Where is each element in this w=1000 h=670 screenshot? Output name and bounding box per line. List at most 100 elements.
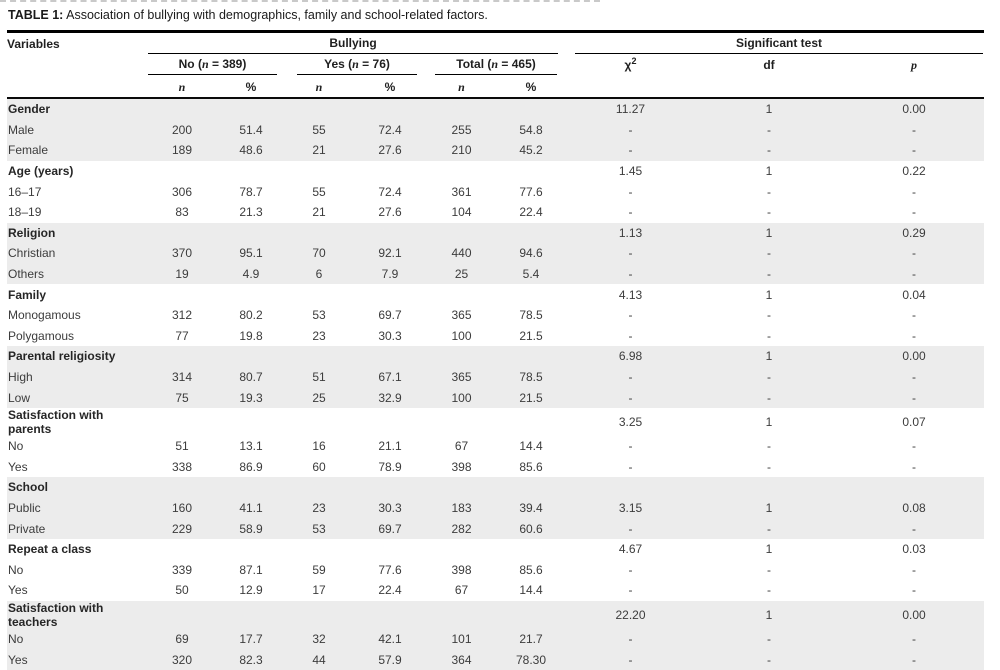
data-row: High 314 80.7 51 67.1 365 78.5- - - [7, 366, 984, 388]
cell-df: - [767, 562, 771, 577]
group-header-row: Satisfaction with parents 3.25 1 0.07 [7, 408, 984, 436]
variable-category-label: Monogamous [8, 308, 81, 323]
cell-total_n: 104 [451, 205, 472, 220]
cell-yes_n: 53 [286, 518, 352, 539]
cell-total_pct [495, 98, 567, 120]
cell-total_pct: 22.4 [519, 205, 543, 220]
cell-df: - [767, 583, 771, 598]
cell-df: - [694, 518, 844, 539]
cell-p: - [912, 439, 916, 454]
cell-no_pct [216, 284, 286, 305]
cell-df: - [767, 308, 771, 323]
cell-no_n: 314 [148, 366, 216, 388]
cell-no_pct [216, 98, 286, 120]
cell-no_pct [216, 408, 286, 436]
table-caption-text: Association of bullying with demographic… [63, 8, 488, 22]
cell-no_pct: 78.7 [239, 184, 263, 199]
cell-no_pct [216, 477, 286, 498]
cell-total_n: 100 [428, 387, 495, 408]
cell-total_n [428, 161, 495, 182]
cell-total_pct [495, 161, 567, 182]
variable-group-name: Parental religiosity [7, 346, 148, 367]
cell-df: - [694, 243, 844, 264]
variable-group-name: School [7, 477, 148, 498]
cell-total_pct [495, 600, 567, 629]
cell-total_pct: 39.4 [495, 497, 567, 519]
variable-group-name: Satisfaction with parents [8, 407, 104, 436]
cell-yes_pct: 69.7 [352, 518, 428, 539]
col-header-n: n [315, 79, 323, 94]
cell-chi2: - [567, 140, 694, 161]
cell-yes_n: 55 [286, 119, 352, 141]
cell-df: 1 [694, 600, 844, 629]
cell-chi2: 4.13 [618, 287, 643, 302]
cell-no_n [148, 222, 216, 244]
cell-yes_pct: 27.6 [378, 205, 402, 220]
cell-no_n: 75 [148, 387, 216, 408]
cell-total_n: 398 [451, 562, 472, 577]
cell-yes_n: 44 [286, 649, 352, 670]
cell-df: 1 [765, 414, 773, 429]
variable-group-name: Family [8, 287, 47, 302]
cell-total_n: 364 [428, 649, 495, 670]
cell-yes_pct: 78.9 [378, 459, 402, 474]
cell-total_n [428, 600, 495, 629]
cell-total_n: 101 [428, 628, 495, 650]
group-header-row: Parental religiosity 6.98 1 0.00 [7, 346, 984, 367]
cell-no_n: 306 [171, 184, 193, 199]
cell-no_n [148, 539, 216, 560]
cell-yes_n [286, 222, 352, 244]
cell-yes_n [286, 284, 352, 305]
cell-df: - [767, 439, 771, 454]
cell-yes_pct [352, 161, 428, 182]
cell-no_n: 77 [175, 328, 189, 343]
col-header-p: p [911, 58, 917, 72]
cell-total_pct: 21.5 [519, 328, 543, 343]
cell-chi2: - [567, 649, 694, 670]
cell-p: - [844, 119, 984, 141]
data-row: No 69 17.7 32 42.1 101 21.7- - - [7, 628, 984, 650]
cell-total_pct [495, 477, 567, 498]
cell-no_pct: 80.7 [216, 366, 286, 388]
cell-total_n: 365 [451, 308, 472, 323]
col-header-percent: % [245, 80, 257, 94]
cell-no_n [148, 408, 216, 436]
cell-total_n: 440 [428, 243, 495, 264]
cell-df: - [767, 205, 771, 220]
cell-p: 0.00 [844, 98, 984, 120]
col-header-no: No (n = 389) [148, 54, 286, 75]
cell-total_n: 67 [454, 439, 469, 454]
cell-yes_pct: 67.1 [352, 366, 428, 388]
cell-yes_n [286, 539, 352, 560]
cell-total_n: 67 [454, 583, 469, 598]
cell-p: - [844, 263, 984, 285]
cell-total_n: 100 [451, 328, 472, 343]
table-body: Gender 11.27 1 0.00 Male 200 51.4 55 72.4 255 54.8… [7, 98, 984, 670]
variable-category-label: Christian [7, 243, 148, 264]
cell-df: 1 [765, 164, 773, 179]
page-top-edge-artifact [0, 0, 600, 2]
cell-yes_n [286, 161, 352, 182]
cell-no_n [148, 284, 216, 305]
cell-no_pct: 41.1 [216, 497, 286, 519]
cell-total_n: 255 [428, 119, 495, 141]
cell-no_n: 19 [148, 263, 216, 285]
cell-total_pct: 78.5 [519, 308, 543, 323]
cell-chi2: - [628, 459, 633, 474]
data-row: Yes 50 12.9 17 22.4 67 14.4 - - - [7, 580, 984, 601]
cell-yes_n: 16 [312, 439, 326, 454]
cell-p: - [844, 243, 984, 264]
col-header-total: Total (n = 465) [428, 54, 567, 75]
data-row: Male 200 51.4 55 72.4 255 54.8- - - [7, 119, 984, 141]
cell-df: 1 [765, 287, 773, 302]
cell-yes_n: 25 [286, 387, 352, 408]
cell-yes_n: 60 [312, 459, 326, 474]
cell-total_n: 25 [428, 263, 495, 285]
cell-total_n: 282 [428, 518, 495, 539]
variable-category-label: 16–17 [8, 184, 42, 199]
yes-column-label: Yes (n = 76) [297, 54, 417, 75]
data-row: Female 189 48.6 21 27.6 210 45.2- - - [7, 140, 984, 161]
cell-no_n: 83 [175, 205, 189, 220]
total-column-label: Total (n = 465) [435, 54, 557, 75]
cell-no_pct: 58.9 [216, 518, 286, 539]
